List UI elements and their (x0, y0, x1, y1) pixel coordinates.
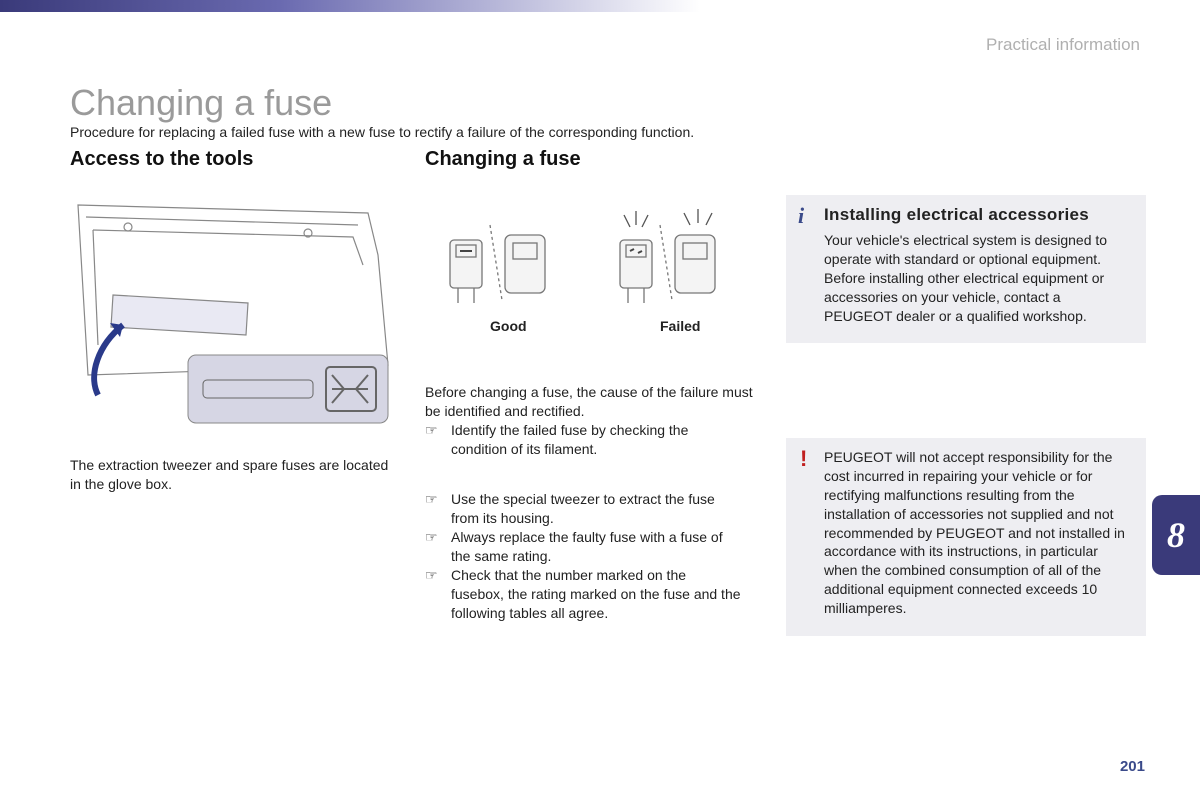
pointer-icon: ☞ (425, 421, 451, 440)
list-item: ☞Identify the failed fuse by checking th… (425, 421, 755, 459)
section-label: Practical information (986, 35, 1140, 55)
list-text: Always replace the faulty fuse with a fu… (451, 528, 741, 566)
col1-heading: Access to the tools (70, 148, 253, 171)
chapter-number: 8 (1167, 514, 1185, 556)
warning-callout: ! PEUGEOT will not accept responsibility… (786, 438, 1146, 636)
page-title: Changing a fuse (70, 82, 332, 124)
pointer-icon: ☞ (425, 528, 451, 547)
list-text: Check that the number marked on the fuse… (451, 566, 741, 623)
fuse-comparison-diagram (430, 195, 750, 315)
fuse-label-failed: Failed (660, 318, 700, 334)
list-text: Identify the failed fuse by checking the… (451, 421, 741, 459)
page-number: 201 (1120, 758, 1145, 775)
info-callout: i Installing electrical accessories Your… (786, 195, 1146, 343)
list-text: Use the special tweezer to extract the f… (451, 490, 741, 528)
info-title: Installing electrical accessories (824, 205, 1132, 225)
col1-body-text: The extraction tweezer and spare fuses a… (70, 456, 390, 494)
glovebox-diagram (68, 195, 393, 435)
pointer-icon: ☞ (425, 566, 451, 585)
col2-intro-text: Before changing a fuse, the cause of the… (425, 383, 755, 421)
page-subtitle: Procedure for replacing a failed fuse wi… (70, 124, 694, 140)
info-icon: i (798, 203, 804, 229)
info-body: Your vehicle's electrical system is desi… (824, 231, 1132, 325)
pointer-icon: ☞ (425, 490, 451, 509)
warning-icon: ! (800, 446, 807, 472)
col2-heading: Changing a fuse (425, 148, 581, 171)
chapter-tab: 8 (1152, 495, 1200, 575)
list-item: ☞Check that the number marked on the fus… (425, 566, 755, 623)
fuse-label-good: Good (490, 318, 527, 334)
list-item: ☞Use the special tweezer to extract the … (425, 490, 755, 528)
header-gradient (0, 0, 700, 12)
warning-body: PEUGEOT will not accept responsibility f… (824, 448, 1132, 618)
list-item: ☞Always replace the faulty fuse with a f… (425, 528, 755, 566)
